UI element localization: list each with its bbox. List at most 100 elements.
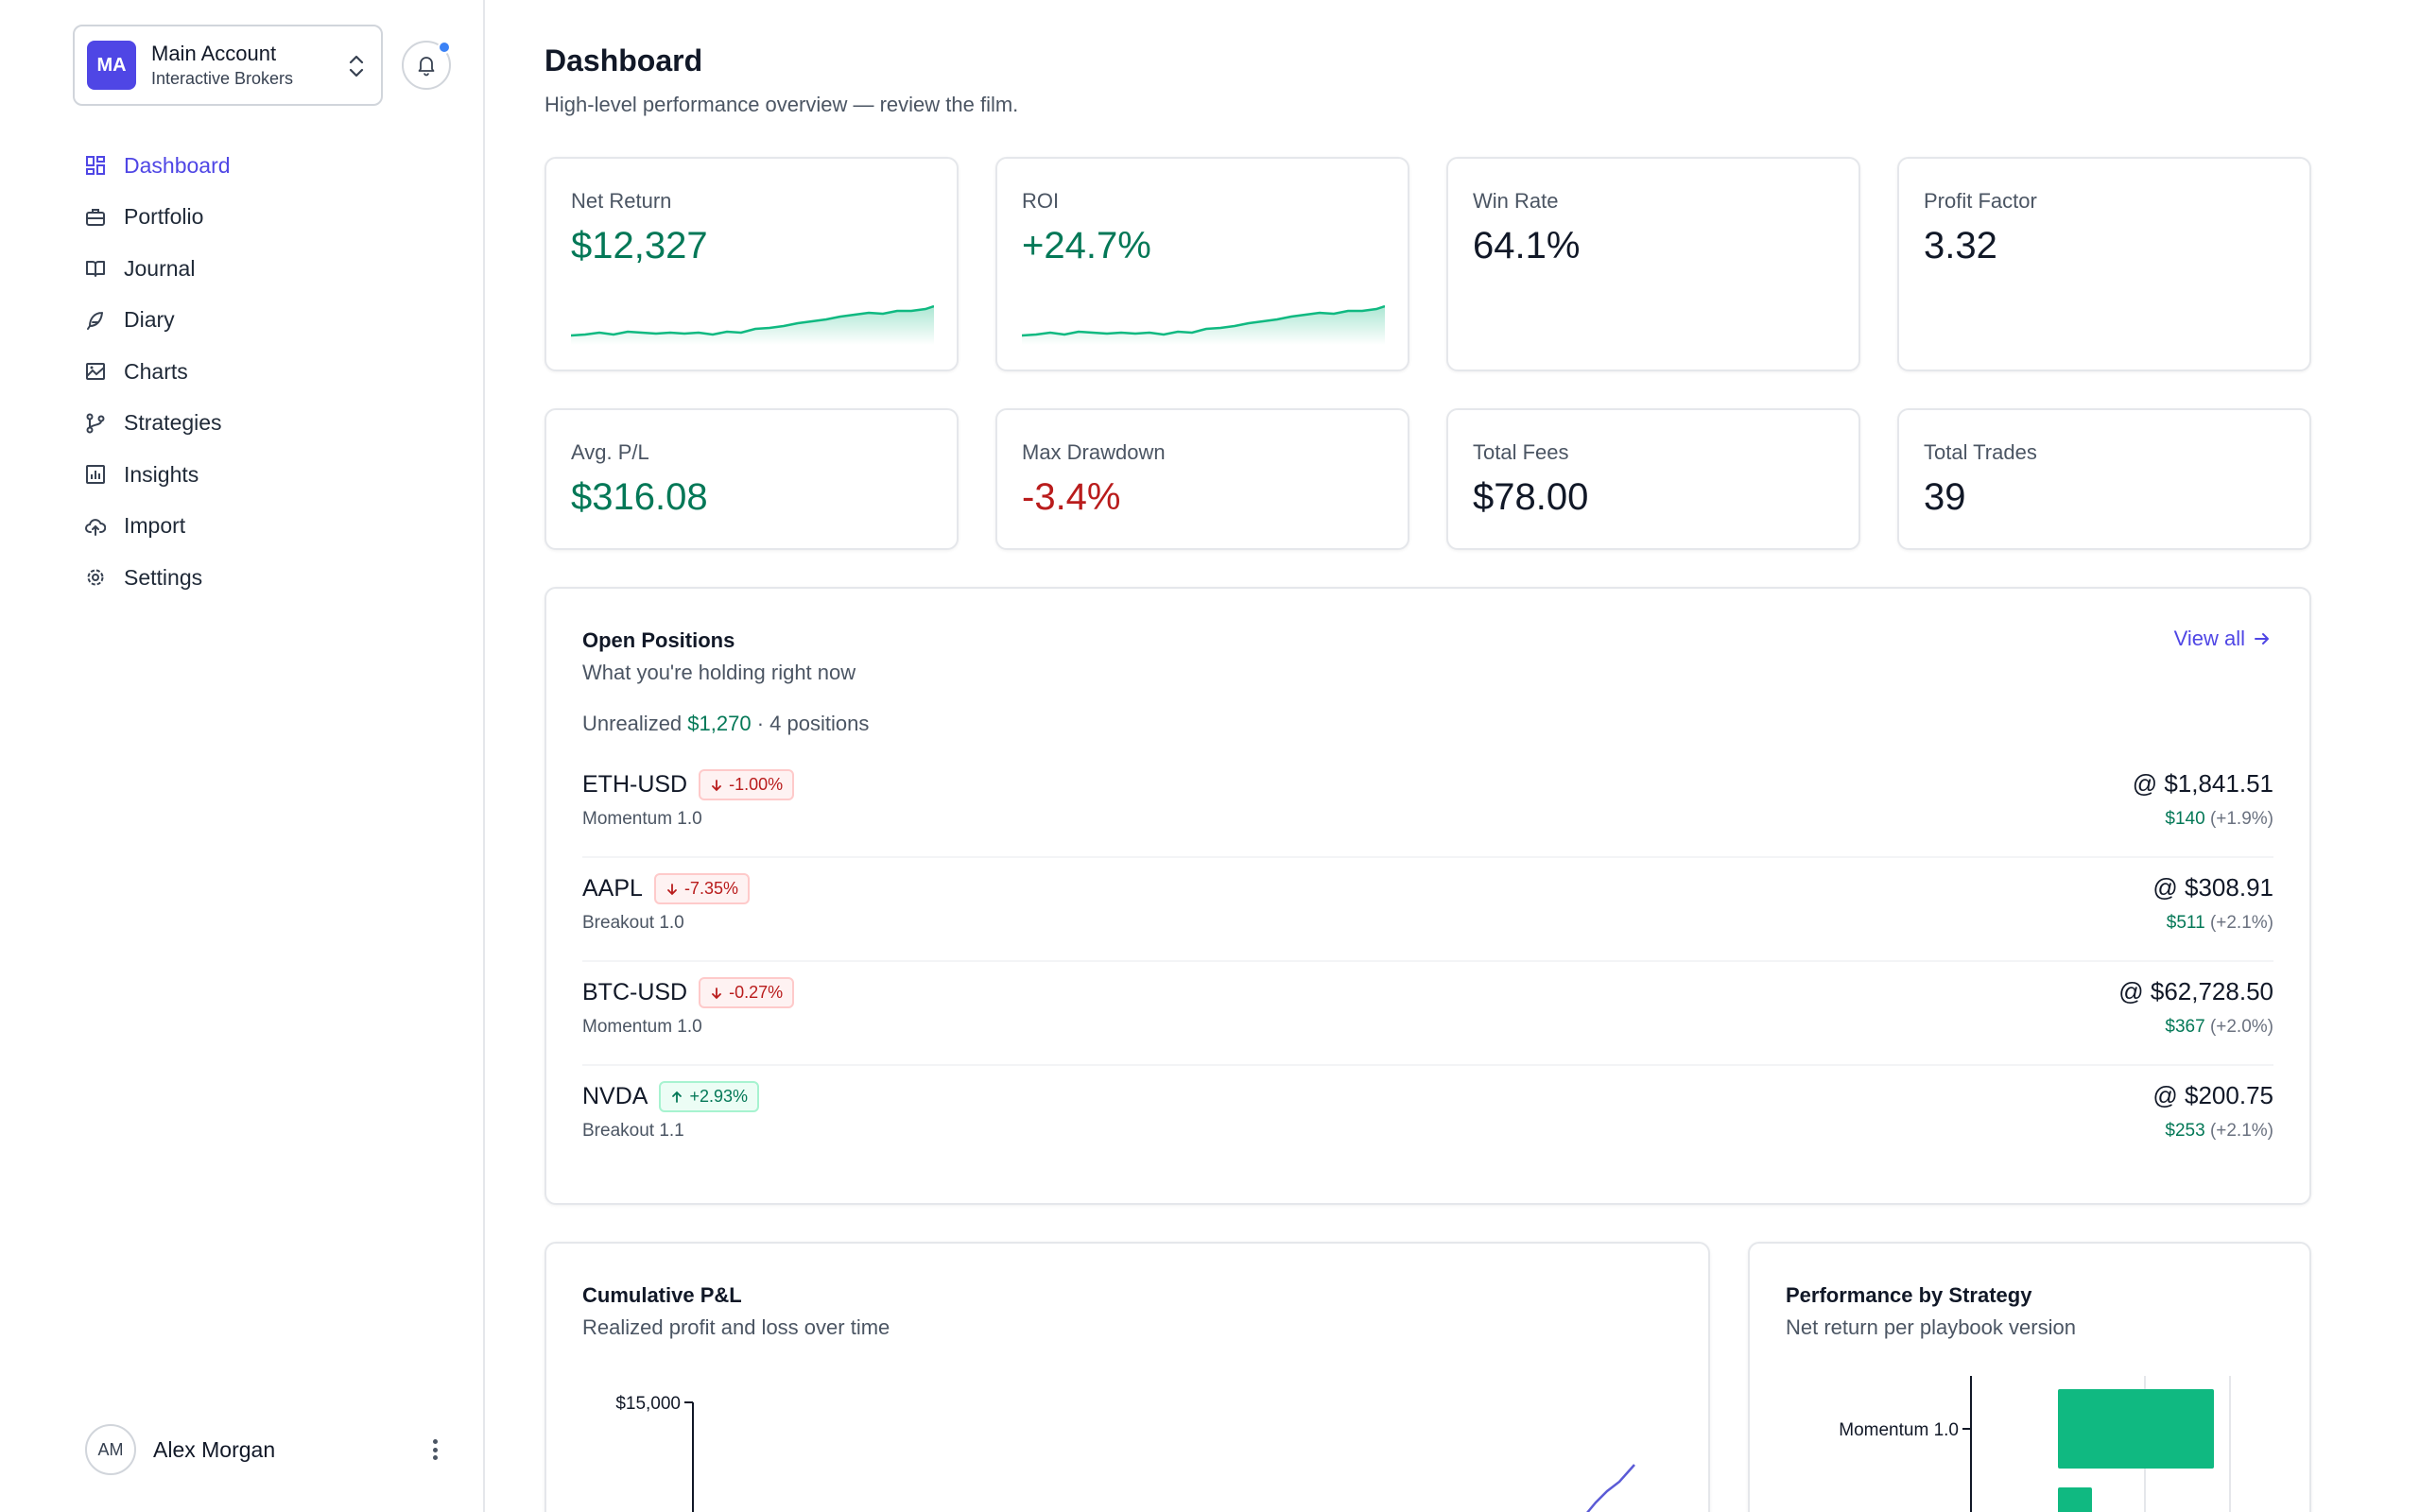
open-positions-card: Open Positions What you're holding right…	[544, 587, 2311, 1205]
arrow-down-icon	[712, 779, 722, 791]
category-label: Momentum 1.0	[1839, 1420, 1959, 1440]
page-subtitle: High-level performance overview — review…	[544, 93, 1019, 116]
nav-label: Insights	[124, 461, 199, 487]
open-positions-header: Open Positions What you're holding right…	[582, 628, 856, 685]
chevron-up-down-icon	[349, 55, 364, 77]
position-row[interactable]: BTC-USD -0.27% Momentum 1.0 @ $62,728.50…	[582, 962, 2273, 1066]
position-strategy: Breakout 1.1	[582, 1121, 684, 1141]
stat-card-max-drawdown: Max Drawdown -3.4%	[995, 408, 1409, 550]
arrow-down-icon	[667, 883, 677, 895]
nav-item-journal[interactable]: Journal	[83, 243, 461, 295]
cumulative-line	[1586, 1464, 1635, 1512]
section-subtitle: Net return per playbook version	[1786, 1315, 2076, 1339]
stat-value: 3.32	[1924, 225, 1997, 266]
nav-label: Strategies	[124, 410, 222, 436]
roi-sparkline	[1022, 304, 1385, 345]
change-badge: -7.35%	[653, 873, 750, 904]
cumulative-pl-card: Cumulative P&L Realized profit and loss …	[544, 1242, 1710, 1512]
pl-percent: (+2.1%)	[2209, 913, 2273, 933]
position-strategy: Momentum 1.0	[582, 809, 702, 829]
account-broker: Interactive Brokers	[151, 69, 294, 88]
bell-icon	[418, 57, 435, 77]
view-all-link[interactable]: View all	[2174, 627, 2272, 651]
dashboard-icon	[83, 153, 108, 178]
stat-label: Win Rate	[1473, 189, 1559, 213]
pl-percent: (+2.1%)	[2209, 1121, 2273, 1141]
view-all-label: View all	[2173, 627, 2245, 650]
bar-chart-icon	[83, 462, 108, 487]
position-symbol: BTC-USD	[582, 979, 688, 1005]
section-subtitle: Realized profit and loss over time	[582, 1315, 890, 1339]
nav-label: Settings	[124, 564, 203, 590]
account-text: Main Account Interactive Brokers	[151, 41, 293, 90]
user-profile[interactable]: AM Alex Morgan	[85, 1424, 454, 1475]
notifications-button[interactable]	[402, 41, 451, 90]
change-badge: -0.27%	[699, 977, 795, 1008]
nav-label: Charts	[124, 358, 188, 384]
position-strategy: Breakout 1.0	[582, 913, 684, 933]
stat-value: $316.08	[571, 476, 708, 518]
nav-item-import[interactable]: Import	[83, 501, 461, 553]
stat-card-avg-pl: Avg. P/L $316.08	[544, 408, 959, 550]
nav-item-settings[interactable]: Settings	[83, 552, 461, 604]
pl-value: $253	[2165, 1121, 2205, 1141]
cumulative-header: Cumulative P&L Realized profit and loss …	[582, 1283, 890, 1340]
position-strategy: Momentum 1.0	[582, 1017, 702, 1037]
change-value: -7.35%	[683, 879, 738, 898]
stat-card-roi: ROI +24.7%	[995, 157, 1409, 371]
stat-label: ROI	[1022, 189, 1060, 213]
position-pl: $511 (+2.1%)	[2167, 913, 2273, 934]
book-icon	[83, 256, 108, 281]
section-subtitle: What you're holding right now	[582, 661, 856, 684]
nav-item-strategies[interactable]: Strategies	[83, 398, 461, 450]
unrealized-value: $1,270	[687, 712, 752, 735]
change-value: +2.93%	[689, 1087, 749, 1106]
stat-value: +24.7%	[1022, 225, 1151, 266]
strategy-bar-chart: Momentum 1.0	[1839, 1376, 2231, 1512]
position-row[interactable]: AAPL -7.35% Breakout 1.0 @ $308.91 $511 …	[582, 858, 2273, 962]
stat-label: Profit Factor	[1924, 189, 2037, 213]
position-symbol: ETH-USD	[582, 771, 688, 798]
stat-value: 64.1%	[1473, 225, 1581, 266]
page-title: Dashboard	[544, 43, 703, 77]
stat-value: 39	[1924, 476, 1966, 518]
nav-item-charts[interactable]: Charts	[83, 346, 461, 398]
nav-label: Import	[124, 513, 186, 539]
bar-momentum	[2058, 1389, 2214, 1469]
change-value: -1.00%	[729, 775, 784, 794]
nav-item-dashboard[interactable]: Dashboard	[83, 140, 461, 192]
positions-list: ETH-USD -1.00% Momentum 1.0 @ $1,841.51 …	[582, 754, 2273, 1170]
position-row[interactable]: NVDA +2.93% Breakout 1.1 @ $200.75 $253 …	[582, 1066, 2273, 1170]
stat-card-win-rate: Win Rate 64.1%	[1446, 157, 1860, 371]
positions-count: · 4 positions	[756, 712, 870, 735]
nav-item-insights[interactable]: Insights	[83, 449, 461, 501]
pl-value: $140	[2165, 809, 2205, 829]
change-badge: +2.93%	[659, 1081, 760, 1112]
nav-item-portfolio[interactable]: Portfolio	[83, 192, 461, 244]
account-switcher[interactable]: MA Main Account Interactive Brokers	[73, 25, 383, 106]
main-nav: Dashboard Portfolio Journal Diary Charts	[83, 140, 461, 604]
section-title: Cumulative P&L	[582, 1283, 742, 1307]
cloud-upload-icon	[83, 514, 108, 539]
pl-percent: (+1.9%)	[2209, 809, 2273, 829]
feather-icon	[83, 308, 108, 333]
bar-secondary	[2058, 1487, 2092, 1512]
position-row[interactable]: ETH-USD -1.00% Momentum 1.0 @ $1,841.51 …	[582, 754, 2273, 858]
cumulative-pl-chart: $15,000	[615, 1394, 1635, 1512]
section-title: Performance by Strategy	[1786, 1283, 2032, 1307]
stat-label: Max Drawdown	[1022, 440, 1166, 464]
more-vertical-icon[interactable]	[429, 1435, 441, 1464]
pl-percent: (+2.0%)	[2209, 1017, 2273, 1037]
user-name: Alex Morgan	[153, 1436, 276, 1462]
net-return-sparkline	[571, 304, 934, 345]
pl-value: $367	[2165, 1017, 2205, 1037]
briefcase-icon	[83, 205, 108, 230]
nav-label: Portfolio	[124, 204, 204, 230]
arrow-down-icon	[712, 987, 722, 999]
nav-label: Diary	[124, 307, 175, 333]
arrow-right-icon	[2255, 633, 2269, 644]
position-symbol: NVDA	[582, 1083, 648, 1109]
nav-item-diary[interactable]: Diary	[83, 295, 461, 347]
change-value: -0.27%	[729, 983, 784, 1002]
nav-label: Journal	[124, 255, 196, 281]
